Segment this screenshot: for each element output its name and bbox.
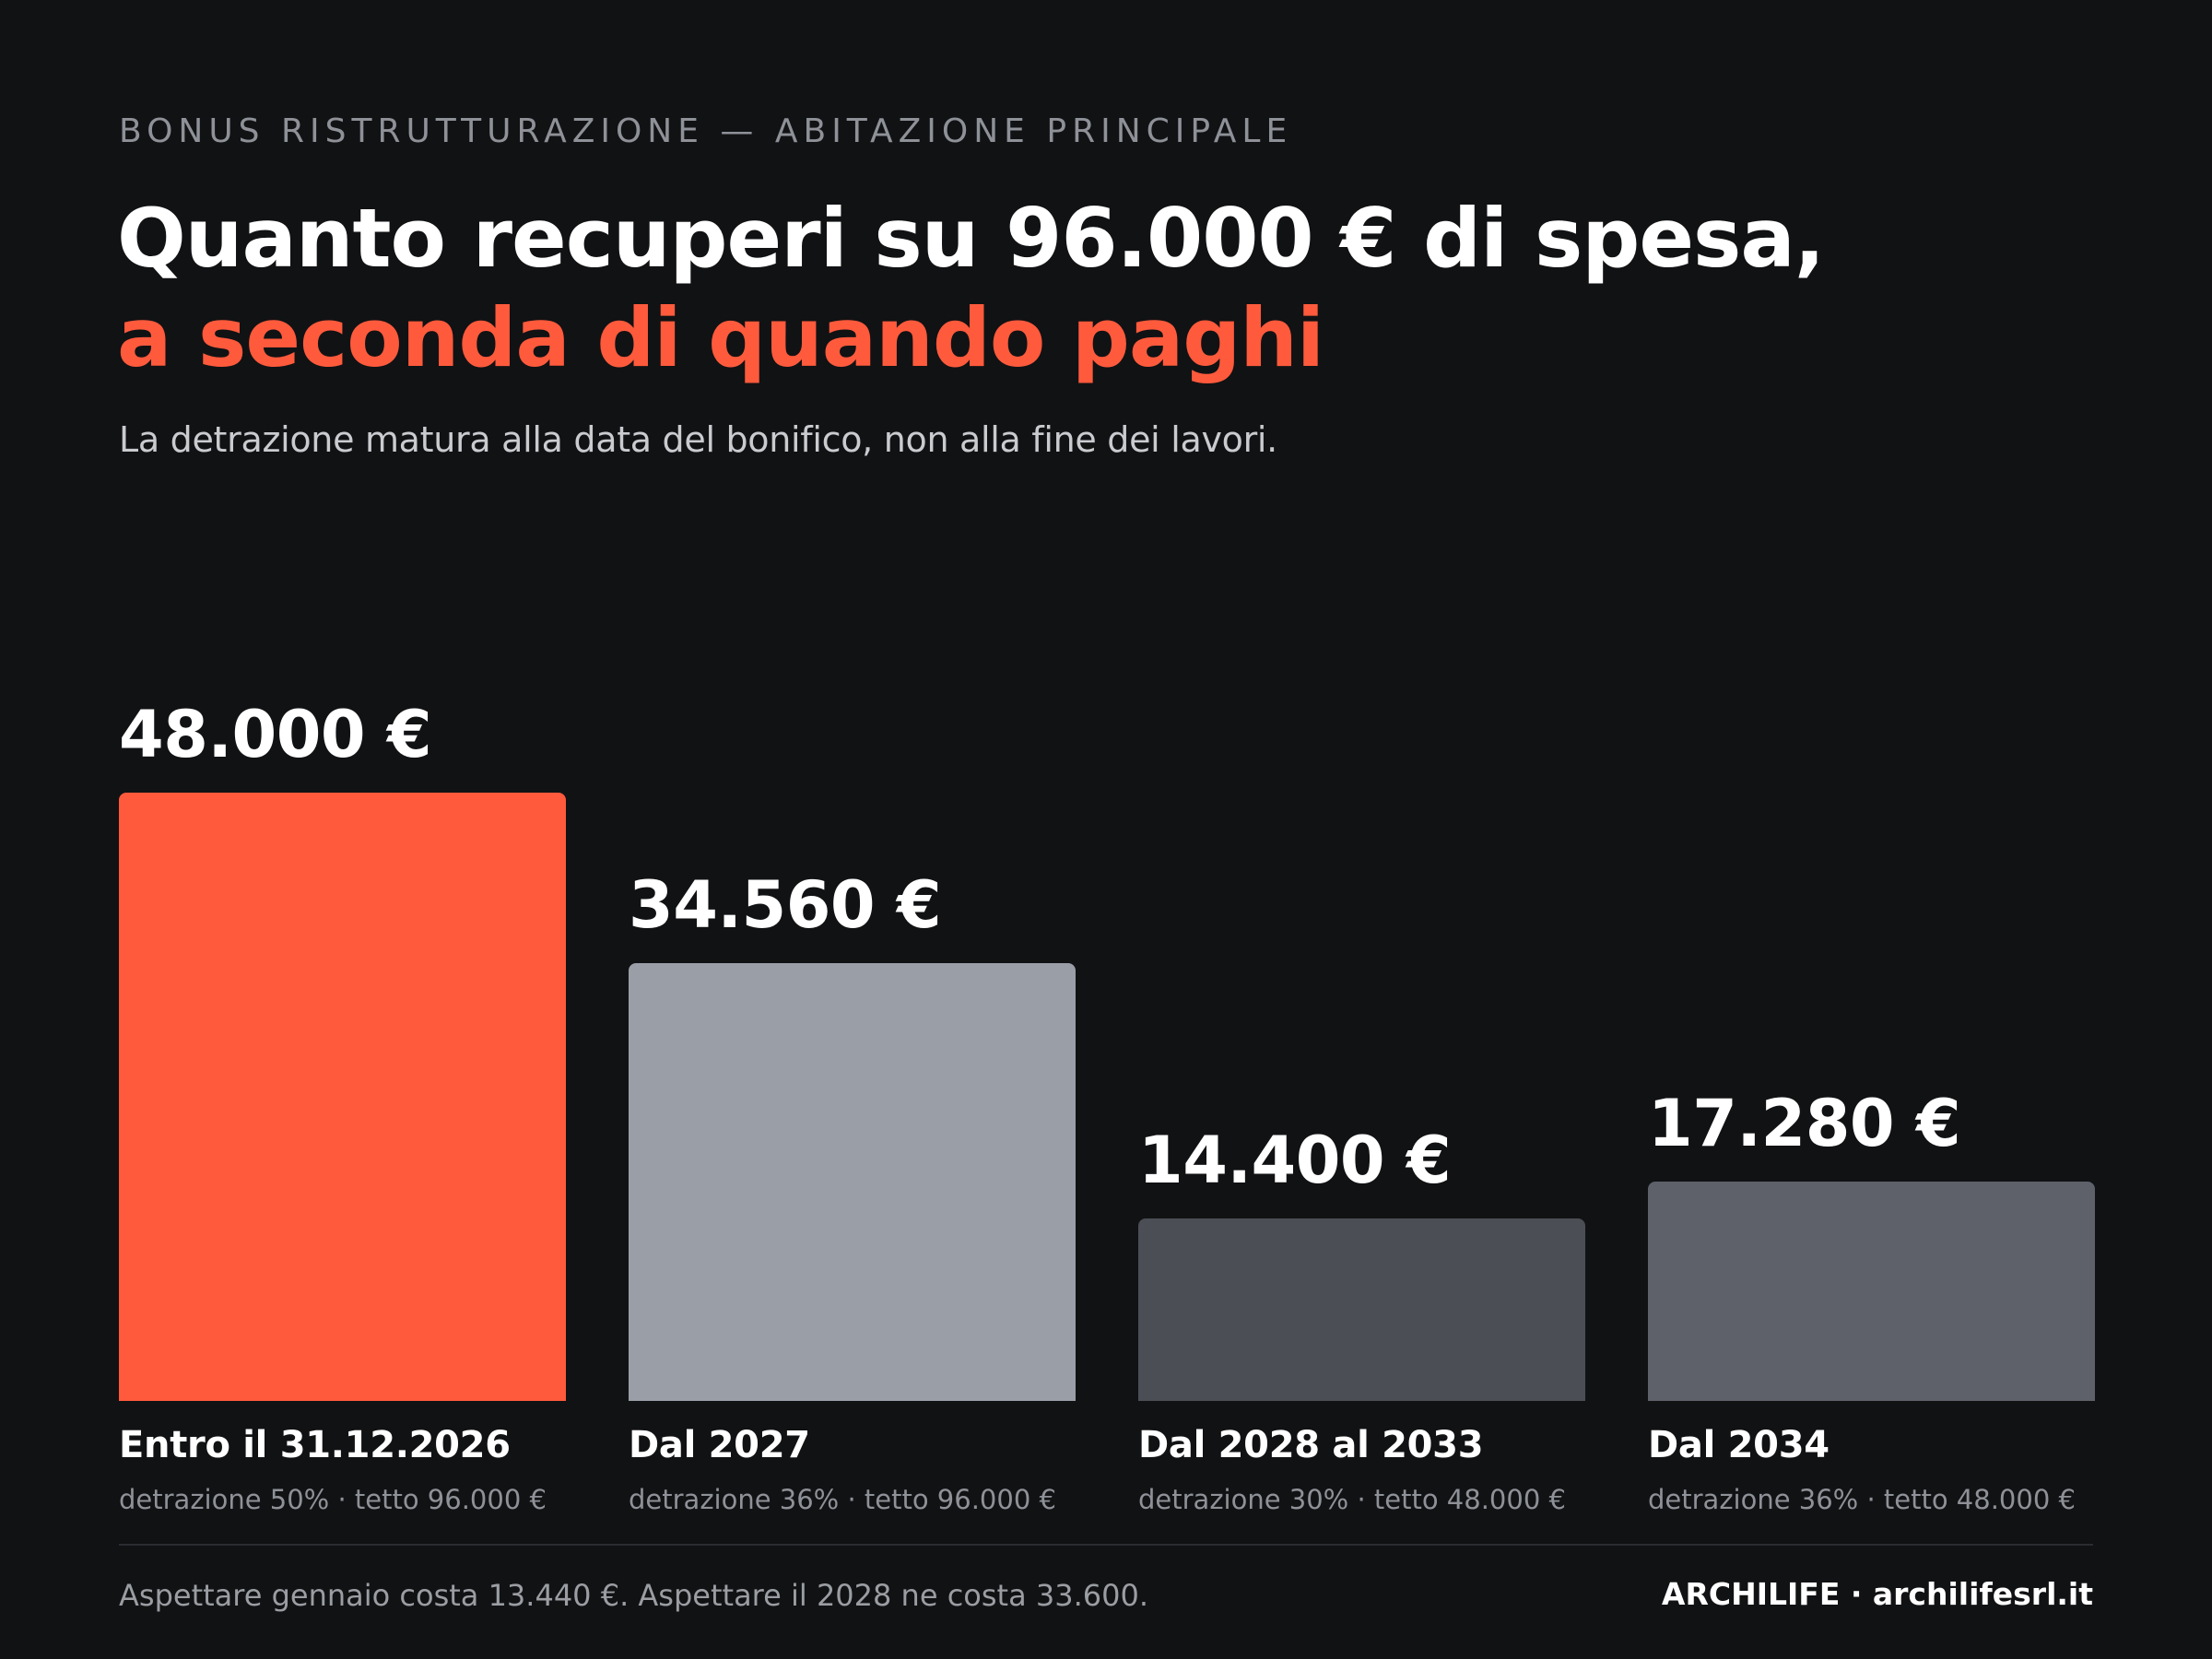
category-label-1: Entro il 31.12.2026 [119, 1424, 511, 1466]
bar-3 [1138, 1218, 1585, 1401]
title-line-1: Quanto recuperi su 96.000 € di spesa, [117, 191, 1825, 286]
bar-4 [1648, 1182, 2095, 1401]
brand-label: ARCHILIFE · archilifesrl.it [1661, 1576, 2093, 1612]
bar-1 [119, 793, 566, 1401]
value-label-1: 48.000 € [119, 697, 432, 772]
category-label-3: Dal 2028 al 2033 [1138, 1424, 1484, 1466]
title-line-2: a seconda di quando paghi [117, 290, 1324, 385]
value-label-4: 17.280 € [1648, 1086, 1961, 1161]
value-label-2: 34.560 € [629, 867, 942, 943]
category-label-4: Dal 2034 [1648, 1424, 1830, 1466]
subtitle: La detrazione matura alla data del bonif… [119, 419, 1277, 460]
divider [119, 1544, 2093, 1546]
value-label-3: 14.400 € [1138, 1123, 1452, 1198]
category-detail-3: detrazione 30% · tetto 48.000 € [1138, 1484, 1566, 1515]
eyebrow-label: BONUS RISTRUTTURAZIONE — ABITAZIONE PRIN… [119, 112, 1293, 150]
category-label-2: Dal 2027 [629, 1424, 810, 1466]
page-title: Quanto recuperi su 96.000 € di spesa, a … [117, 189, 1825, 388]
bar-2 [629, 963, 1076, 1401]
footnote: Aspettare gennaio costa 13.440 €. Aspett… [119, 1578, 1148, 1613]
category-detail-2: detrazione 36% · tetto 96.000 € [629, 1484, 1056, 1515]
category-detail-1: detrazione 50% · tetto 96.000 € [119, 1484, 547, 1515]
category-detail-4: detrazione 36% · tetto 48.000 € [1648, 1484, 2076, 1515]
